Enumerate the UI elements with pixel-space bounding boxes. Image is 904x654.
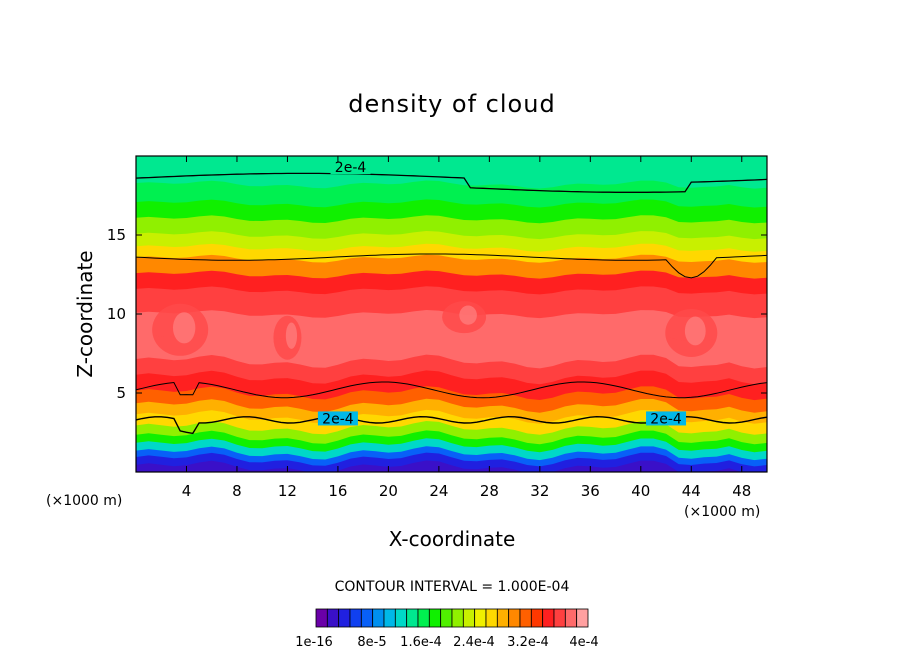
- colorbar-swatch: [440, 608, 453, 628]
- colorbar-label: 8e-5: [357, 635, 386, 650]
- colorbar-swatch: [394, 608, 408, 628]
- colorbar-swatch: [417, 608, 430, 628]
- contour-line: [136, 172, 767, 193]
- colorbar-swatch: [338, 608, 351, 628]
- density-peak: [285, 322, 298, 349]
- colorbar-swatch: [360, 608, 374, 628]
- x-tick-label: 4: [182, 482, 192, 500]
- colorbar-swatch: [372, 608, 385, 628]
- contour-label: 2e-4: [650, 411, 682, 427]
- colorbar: [315, 608, 589, 628]
- colorbar-swatch: [508, 608, 521, 628]
- contour-lines: 2e-4 2e-4 2e-4: [136, 160, 767, 435]
- colorbar-label: 1.6e-4: [400, 635, 442, 650]
- x-axis-ticks: 4 8 12 16 20 24 28 32 36 40 44 48: [182, 156, 751, 500]
- density-band: [136, 460, 767, 472]
- x-tick-label: 40: [631, 482, 650, 500]
- colorbar-swatch: [326, 608, 340, 628]
- colorbar-swatch: [542, 608, 555, 628]
- z-unit-label: (×1000 m): [46, 493, 122, 509]
- contour-label-bg: [330, 160, 371, 175]
- contour-label-bg: [317, 411, 358, 426]
- y-axis-ticks: 5 10 15: [107, 226, 767, 402]
- y-tick-label: 10: [107, 305, 126, 323]
- contour-interval-label: CONTOUR INTERVAL = 1.000E-04: [335, 579, 570, 595]
- colorbar-swatch: [564, 608, 578, 628]
- colorbar-swatch: [428, 608, 442, 628]
- colorbar-swatch: [349, 608, 362, 628]
- contour-label: 2e-4: [335, 160, 367, 176]
- colorbar-swatch: [315, 608, 328, 628]
- colorbar-swatch: [496, 608, 510, 628]
- x-tick-label: 16: [328, 482, 347, 500]
- colorbar-swatch: [462, 608, 476, 628]
- colorbar-swatch: [519, 608, 532, 628]
- colorbar-label: 4e-4: [569, 635, 598, 650]
- density-peak: [684, 316, 706, 346]
- x-tick-label: 32: [530, 482, 549, 500]
- x-tick-label: 48: [732, 482, 751, 500]
- colorbar-swatch: [383, 608, 396, 628]
- colorbar-swatch: [451, 608, 464, 628]
- x-unit-label: (×1000 m): [684, 504, 760, 520]
- x-tick-label: 20: [379, 482, 398, 500]
- density-highlights: [152, 301, 718, 360]
- density-peak: [459, 305, 477, 325]
- x-axis-label: X-coordinate: [389, 527, 516, 551]
- colorbar-label: 1e-16: [295, 635, 333, 650]
- x-tick-label: 28: [480, 482, 499, 500]
- plot-area: 2e-4 2e-4 2e-4: [136, 156, 767, 472]
- y-tick-label: 5: [116, 384, 126, 402]
- colorbar-label: 3.2e-4: [507, 635, 549, 650]
- density-peak: [172, 312, 196, 344]
- density-band: [136, 452, 767, 472]
- contour-line: [136, 381, 767, 399]
- colorbar-swatch: [553, 608, 566, 628]
- colorbar-swatch: [406, 608, 419, 628]
- x-tick-label: 36: [581, 482, 600, 500]
- contour-line: [136, 253, 767, 279]
- chart-title: density of cloud: [348, 90, 555, 118]
- contour-label: 2e-4: [322, 411, 354, 427]
- colorbar-swatch: [530, 608, 544, 628]
- colorbar-labels: 1e-16 8e-5 1.6e-4 2.4e-4 3.2e-4 4e-4: [295, 635, 598, 650]
- colorbar-label: 2.4e-4: [453, 635, 495, 650]
- x-tick-label: 8: [232, 482, 242, 500]
- x-tick-label: 12: [278, 482, 297, 500]
- x-tick-label: 44: [682, 482, 701, 500]
- colorbar-swatch: [474, 608, 487, 628]
- contour-label-bg: [646, 411, 687, 426]
- y-axis-label: Z-coordinate: [73, 250, 97, 377]
- colorbar-swatch: [485, 608, 498, 628]
- y-tick-label: 15: [107, 226, 126, 244]
- colorbar-swatch: [576, 608, 589, 628]
- x-tick-label: 24: [429, 482, 448, 500]
- density-bands: [136, 156, 767, 472]
